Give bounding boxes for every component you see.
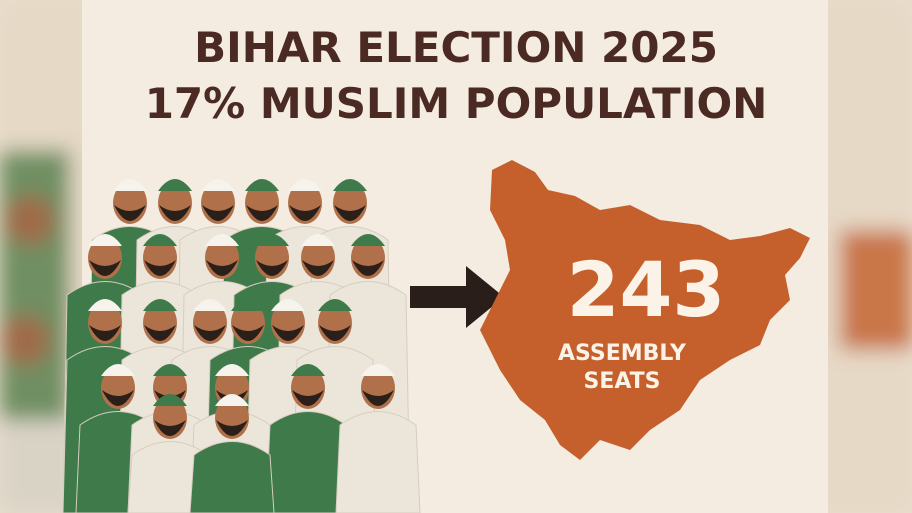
person-cap (215, 394, 249, 406)
person-beard (144, 325, 176, 341)
person-beard (89, 325, 121, 341)
person-beard (334, 205, 366, 221)
person-beard (352, 260, 384, 276)
person-cap (143, 299, 177, 311)
person-cap (245, 179, 279, 191)
person-cap (158, 179, 192, 191)
person-cap (205, 234, 239, 246)
person-beard (102, 390, 134, 406)
person-cap (255, 234, 289, 246)
person-cap (288, 179, 322, 191)
person-body (189, 441, 275, 513)
person-beard (272, 325, 304, 341)
person-cap (231, 299, 265, 311)
person-beard (216, 420, 248, 436)
person-cap (361, 364, 395, 376)
person-cap (153, 364, 187, 376)
person-beard (89, 260, 121, 276)
arrow (410, 266, 504, 328)
person-cap (101, 364, 135, 376)
person-cap (153, 394, 187, 406)
person-beard (292, 390, 324, 406)
person-beard (319, 325, 351, 341)
person-cap (113, 179, 147, 191)
seat-label: ASSEMBLY (558, 341, 687, 366)
person-cap (201, 179, 235, 191)
person-beard (302, 260, 334, 276)
person-beard (246, 205, 278, 221)
person-beard (362, 390, 394, 406)
person-beard (206, 260, 238, 276)
person-cap (301, 234, 335, 246)
person-cap (88, 299, 122, 311)
person-body (335, 411, 421, 513)
seat-label: SEATS (583, 369, 660, 394)
crowd (62, 179, 421, 513)
person-cap (193, 299, 227, 311)
person-cap (143, 234, 177, 246)
person-beard (114, 205, 146, 221)
person-beard (256, 260, 288, 276)
person-beard (289, 205, 321, 221)
seat-count: 243 (567, 245, 726, 334)
bihar-map (480, 160, 810, 460)
person-cap (333, 179, 367, 191)
person-beard (144, 260, 176, 276)
person-beard (154, 420, 186, 436)
person-cap (271, 299, 305, 311)
person-beard (159, 205, 191, 221)
person-cap (351, 234, 385, 246)
person-cap (318, 299, 352, 311)
person-cap (215, 364, 249, 376)
person-beard (202, 205, 234, 221)
person-beard (194, 325, 226, 341)
title-line: 17% MUSLIM POPULATION (145, 79, 768, 128)
title-line: BIHAR ELECTION 2025 (194, 23, 718, 72)
person-cap (291, 364, 325, 376)
person-cap (88, 234, 122, 246)
person-beard (232, 325, 264, 341)
